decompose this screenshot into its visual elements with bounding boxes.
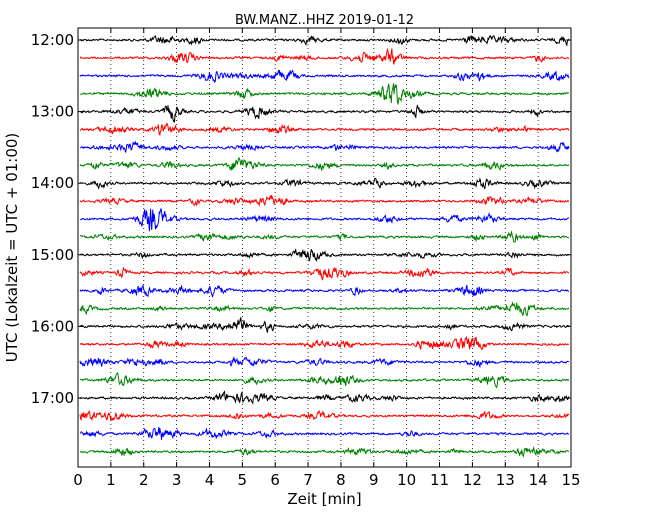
- x-tick-label: 12: [463, 471, 482, 489]
- trace-1215: [79, 47, 570, 65]
- x-tick-label: 11: [430, 471, 449, 489]
- trace-1400: [79, 177, 570, 190]
- x-tick-label: 0: [73, 471, 83, 489]
- trace-1515: [79, 266, 570, 281]
- trace-1700: [79, 390, 570, 405]
- trace-1430: [79, 208, 570, 232]
- y-tick-label: 15:00: [31, 246, 74, 264]
- trace-1345: [79, 157, 570, 172]
- x-tick-label: 13: [496, 471, 515, 489]
- y-axis-label: UTC (Lokalzeit = UTC + 01:00): [3, 133, 21, 363]
- y-tick-label: 14:00: [31, 174, 74, 192]
- x-tick-label: 6: [270, 471, 280, 489]
- x-tick-label: 3: [172, 471, 182, 489]
- trace-1245: [79, 83, 570, 105]
- x-axis-label: Zeit [min]: [287, 490, 361, 508]
- trace-1600: [79, 317, 570, 333]
- trace-1530: [79, 283, 570, 298]
- y-tick-label: 13:00: [31, 103, 74, 121]
- y-axis: 12:00 13:00 14:00 15:00 16:00 17:00: [31, 31, 571, 407]
- trace-1615: [79, 335, 570, 351]
- trace-1545: [79, 301, 570, 317]
- x-axis: 0 1 2 3 4 5 6 7 8 9 10 11 12 13 14 15: [73, 28, 581, 489]
- x-tick-label: 8: [336, 471, 346, 489]
- y-tick-label: 16:00: [31, 317, 74, 335]
- x-tick-label: 15: [561, 471, 580, 489]
- trace-1745: [79, 445, 570, 458]
- trace-1715: [79, 409, 570, 422]
- x-tick-label: 5: [238, 471, 248, 489]
- y-tick-label: 17:00: [31, 389, 74, 407]
- x-tick-label: 9: [369, 471, 379, 489]
- trace-1200: [79, 35, 570, 47]
- x-tick-label: 1: [106, 471, 116, 489]
- x-tick-label: 2: [139, 471, 149, 489]
- trace-rows: [79, 35, 570, 458]
- x-tick-label: 10: [397, 471, 416, 489]
- plot-frame: [77, 27, 572, 468]
- x-tick-label: 14: [529, 471, 548, 489]
- trace-1415: [79, 194, 570, 207]
- trace-1645: [79, 371, 570, 389]
- trace-1300: [79, 104, 570, 123]
- chart-title: BW.MANZ..HHZ 2019-01-12: [235, 13, 414, 28]
- y-tick-label: 12:00: [31, 31, 74, 49]
- trace-1315: [79, 122, 570, 136]
- trace-1730: [79, 426, 570, 440]
- trace-1500: [79, 248, 570, 263]
- trace-1630: [79, 356, 570, 369]
- trace-1330: [79, 140, 570, 153]
- x-tick-label: 4: [205, 471, 215, 489]
- trace-1230: [79, 69, 570, 84]
- trace-1445: [79, 230, 570, 243]
- x-tick-label: 7: [303, 471, 313, 489]
